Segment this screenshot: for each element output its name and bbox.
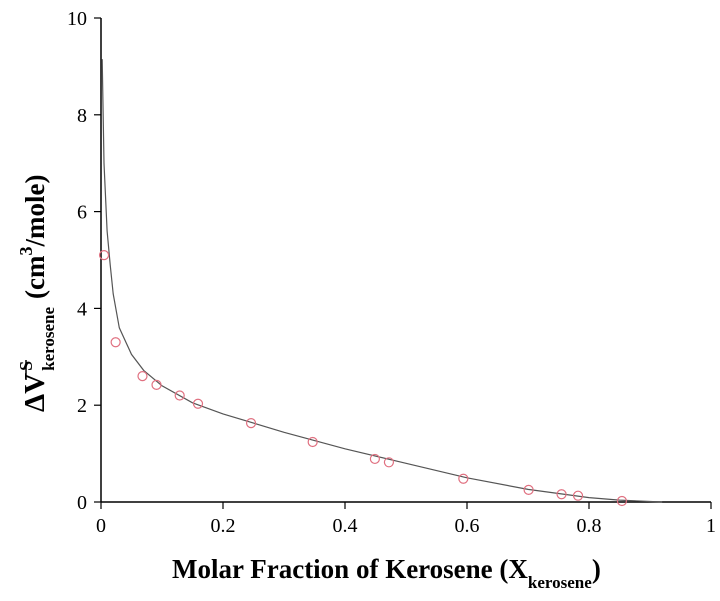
x-tick-label-0: 0	[96, 515, 106, 537]
x-tick-label-5: 1	[706, 515, 716, 537]
x-tick-label-3: 0.6	[455, 515, 480, 537]
x-tick-label-4: 0.8	[577, 515, 602, 537]
data-point-0	[98, 250, 110, 261]
x-tick-label-2: 0.4	[333, 515, 358, 537]
data-point-1	[110, 337, 121, 348]
y-tick-label-0: 0	[77, 492, 87, 514]
x-axis-title-sub: kerosene	[528, 573, 592, 592]
y-tick-label-4: 8	[77, 105, 87, 127]
x-axis-title: Molar Fraction of Kerosene (Xkerosene)	[172, 554, 601, 592]
y-axis-title: ΔVSkerosene(cm3/mole)	[16, 175, 58, 413]
y-axis-title-unit-close: /mole)	[20, 175, 50, 248]
data-point-12	[556, 489, 567, 500]
y-tick-label-3: 6	[77, 202, 87, 224]
data-point-14	[616, 495, 628, 507]
y-axis-title-symbol: ΔV	[19, 373, 51, 412]
data-point-7	[307, 436, 318, 448]
y-tick-label-5: 10	[67, 8, 87, 30]
data-point-8	[369, 453, 380, 465]
data-point-3	[151, 379, 162, 390]
x-axis-title-close: )	[592, 554, 601, 584]
data-point-4	[174, 390, 185, 401]
ticks	[94, 17, 712, 509]
y-axis-title-unit-open: (cm	[20, 255, 50, 299]
data-point-9	[383, 457, 395, 468]
data-points	[98, 250, 628, 507]
x-axis-title-main: Molar Fraction of Kerosene (X	[172, 554, 528, 584]
data-point-2	[137, 371, 148, 382]
y-axis-title-unit-sup: 3	[16, 246, 36, 255]
data-point-10	[458, 473, 469, 484]
data-point-13	[572, 490, 584, 501]
data-point-5	[192, 398, 204, 409]
y-tick-label-1: 2	[77, 395, 87, 417]
axes	[100, 18, 711, 503]
data-point-6	[245, 418, 257, 429]
y-axis-title-sub: kerosene	[39, 307, 58, 371]
y-tick-label-2: 4	[77, 298, 87, 320]
fit-curve	[101, 59, 663, 503]
x-tick-label-1: 0.2	[211, 515, 236, 537]
data-point-11	[523, 484, 534, 495]
